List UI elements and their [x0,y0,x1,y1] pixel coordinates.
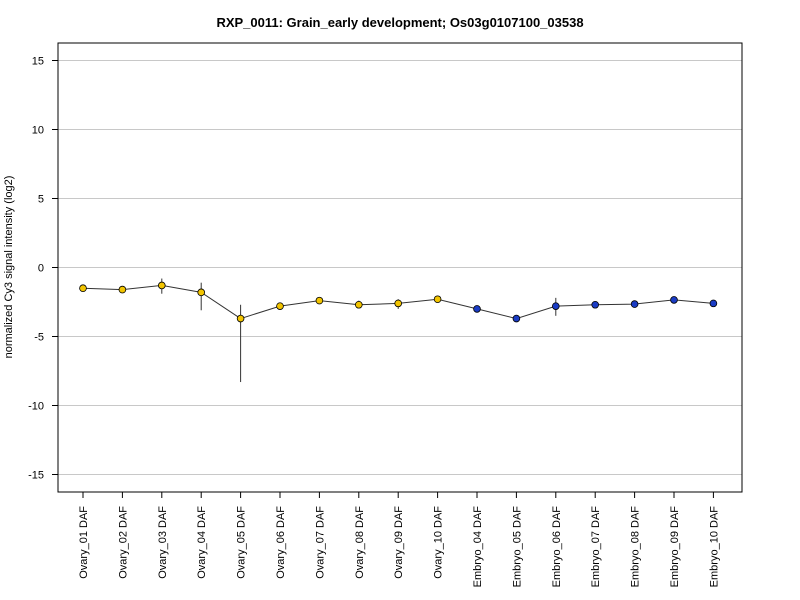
data-point [236,314,245,323]
x-tick-label: Ovary_08 DAF [354,506,366,579]
error-bars [82,278,714,383]
y-tick-label: -10 [28,401,44,413]
x-tick-label: Embryo_08 DAF [630,506,642,588]
data-point [197,288,206,297]
x-tick-label: Ovary_03 DAF [157,506,169,579]
y-tick-label: -5 [34,332,44,344]
x-tick-label: Ovary_04 DAF [196,506,208,579]
chart-title: RXP_0011: Grain_early development; Os03g… [216,15,583,30]
x-tick-label: Embryo_04 DAF [472,506,484,588]
data-point [394,299,403,308]
data-point [158,281,166,290]
data-point [354,300,363,309]
x-tick-label: Embryo_07 DAF [590,506,602,588]
data-point [79,284,87,293]
x-tick-label: Ovary_09 DAF [393,506,405,579]
x-tick-label: Ovary_01 DAF [78,506,90,579]
x-tick-label: Ovary_10 DAF [433,506,445,579]
data-point [630,300,639,308]
x-tick-label: Ovary_07 DAF [314,506,326,579]
x-tick-label: Embryo_10 DAF [708,506,720,588]
gridlines [58,60,742,475]
data-point [709,299,718,308]
axes: -15 -10 -5 0 5 10 15 Ovary_01 DAF Ovary_02 DAF Ov… [28,56,720,588]
data-point [512,314,521,323]
data-point [551,302,560,310]
y-axis-label: normalized Cy3 signal intensity (log2) [3,176,15,359]
y-tick-label: -15 [28,470,44,482]
y-tick-label: 0 [38,263,44,275]
x-tick-label: Embryo_06 DAF [551,506,563,588]
data-point [276,302,284,310]
x-tick-label: Ovary_02 DAF [117,506,129,579]
y-tick-label: 5 [38,194,44,206]
data-point [433,295,442,304]
y-tick-label: 15 [32,56,44,68]
y-tick-label: 10 [32,125,44,137]
data-point [118,285,127,294]
data-points [79,281,718,323]
data-point [315,296,324,305]
data-point [473,305,481,313]
x-tick-label: Embryo_09 DAF [669,506,681,588]
plot-frame [57,42,743,493]
x-tick-label: Ovary_05 DAF [236,506,248,579]
data-point [670,296,678,304]
x-tick-label: Embryo_05 DAF [511,506,523,588]
x-tick-label: Ovary_06 DAF [275,506,287,579]
data-point [591,300,599,309]
